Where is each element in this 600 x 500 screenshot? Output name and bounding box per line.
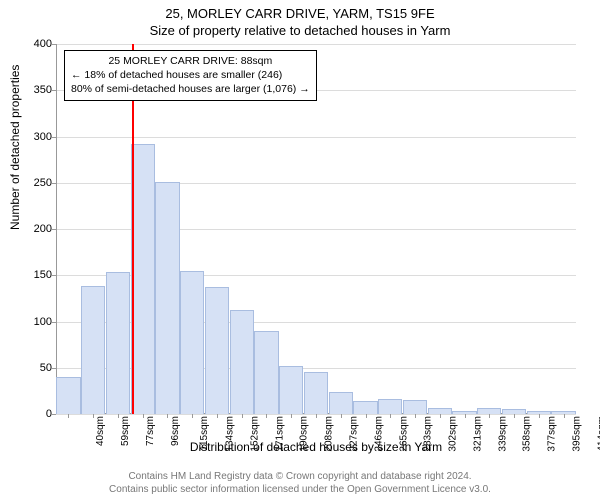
y-tick-label: 0	[46, 408, 56, 420]
histogram-bar	[230, 310, 254, 414]
grid-line	[56, 137, 576, 138]
plot-region: 05010015020025030035040040sqm59sqm77sqm9…	[56, 44, 576, 414]
histogram-bar	[205, 287, 229, 414]
y-axis-label: Number of detached properties	[8, 65, 22, 230]
histogram-chart: 05010015020025030035040040sqm59sqm77sqm9…	[56, 44, 576, 414]
x-tick-label: 414sqm	[596, 416, 600, 452]
histogram-bar	[131, 144, 155, 414]
x-tick-mark	[192, 414, 193, 418]
x-axis-label: Distribution of detached houses by size …	[56, 440, 576, 454]
footer-line1: Contains HM Land Registry data © Crown c…	[0, 470, 600, 483]
x-tick-mark	[514, 414, 515, 418]
annotation-line1: 25 MORLEY CARR DRIVE: 88sqm	[71, 54, 310, 68]
histogram-bar	[304, 372, 328, 414]
x-tick-mark	[167, 414, 168, 418]
y-tick-label: 200	[34, 223, 56, 235]
footer-line2: Contains public sector information licen…	[0, 483, 600, 496]
histogram-bar	[254, 331, 278, 414]
grid-line	[56, 44, 576, 45]
annotation-line2: ← 18% of detached houses are smaller (24…	[71, 68, 310, 82]
x-tick-mark	[316, 414, 317, 418]
y-tick-label: 150	[34, 269, 56, 281]
x-tick-mark	[266, 414, 267, 418]
x-tick-mark	[242, 414, 243, 418]
y-tick-label: 350	[34, 84, 56, 96]
x-tick-mark	[143, 414, 144, 418]
x-tick-mark	[341, 414, 342, 418]
histogram-bar	[56, 377, 80, 414]
x-tick-mark	[564, 414, 565, 418]
footer-attribution: Contains HM Land Registry data © Crown c…	[0, 470, 600, 496]
x-tick-mark	[217, 414, 218, 418]
histogram-bar	[353, 401, 377, 414]
histogram-bar	[81, 286, 105, 414]
histogram-bar	[403, 400, 427, 414]
x-tick-mark	[390, 414, 391, 418]
x-tick-mark	[489, 414, 490, 418]
x-tick-mark	[68, 414, 69, 418]
x-tick-mark	[539, 414, 540, 418]
annotation-line3: 80% of semi-detached houses are larger (…	[71, 82, 310, 96]
y-tick-label: 400	[34, 38, 56, 50]
x-tick-mark	[440, 414, 441, 418]
x-tick-mark	[366, 414, 367, 418]
histogram-bar	[155, 182, 179, 414]
histogram-bar	[329, 392, 353, 414]
x-tick-mark	[465, 414, 466, 418]
y-axis-line	[56, 44, 57, 414]
x-tick-mark	[291, 414, 292, 418]
x-tick-mark	[93, 414, 94, 418]
histogram-bar	[378, 399, 402, 414]
histogram-bar	[180, 271, 204, 414]
y-tick-label: 300	[34, 131, 56, 143]
y-tick-label: 100	[34, 316, 56, 328]
x-tick-mark	[118, 414, 119, 418]
histogram-bar	[106, 272, 130, 414]
histogram-bar	[279, 366, 303, 414]
y-tick-label: 50	[40, 362, 56, 374]
page-title-line2: Size of property relative to detached ho…	[0, 21, 600, 38]
page-title-line1: 25, MORLEY CARR DRIVE, YARM, TS15 9FE	[0, 0, 600, 21]
annotation-box: 25 MORLEY CARR DRIVE: 88sqm← 18% of deta…	[64, 50, 317, 101]
x-tick-mark	[415, 414, 416, 418]
y-tick-label: 250	[34, 177, 56, 189]
